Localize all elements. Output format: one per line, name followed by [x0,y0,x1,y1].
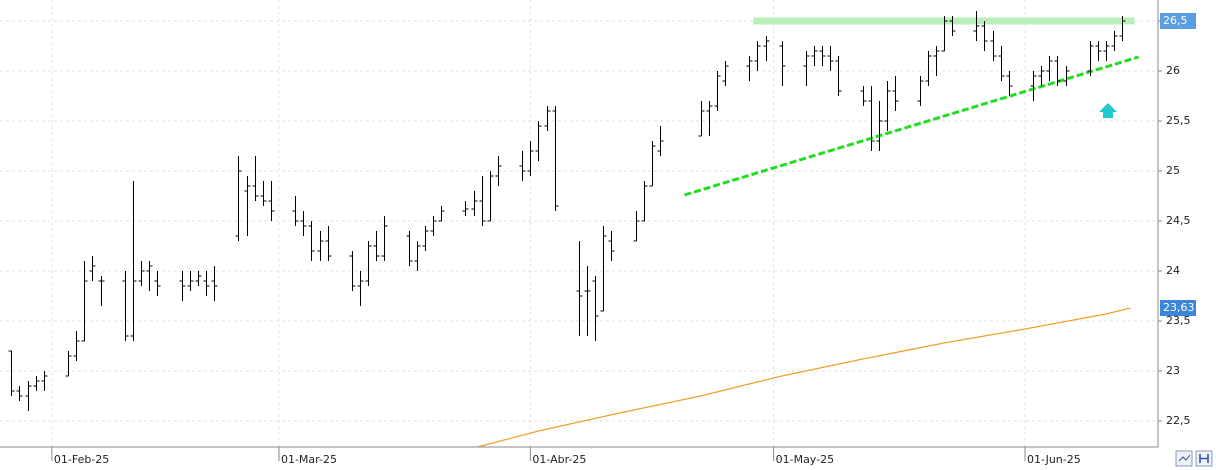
x-tick-label: 01-Mar-25 [281,453,337,466]
price-label: 23,63 [1163,301,1195,314]
y-tick-label: 24 [1166,264,1180,277]
price-label-box [1160,300,1196,316]
x-tick-label: 01-Jun-25 [1027,453,1081,466]
y-tick-label: 26 [1166,64,1180,77]
plot-area [8,11,1139,447]
price-label: 26,5 [1163,14,1188,27]
price-label-box [1160,13,1196,29]
y-tick-label: 24,5 [1166,214,1191,227]
x-tick-label: 01-Abr-25 [532,453,586,466]
y-tick-label: 22,5 [1166,414,1191,427]
y-tick-label: 23,5 [1166,314,1191,327]
toolbar-icons [1175,450,1213,467]
trend-line [683,55,1139,197]
x-tick-label: 01-Feb-25 [54,453,109,466]
x-tick-label: 01-May-25 [776,453,834,466]
y-tick-label: 25 [1166,164,1180,177]
moving-average [477,307,1131,447]
y-tick-label: 25,5 [1166,114,1191,127]
axes: 22,5 23 23,5 24 24,5 25 25,5 26 26,5 01-Feb-25 01-… [51,13,1196,466]
up-arrow-icon [1099,103,1117,118]
y-tick-label: 23 [1166,364,1180,377]
h-glyph [1199,454,1209,463]
zoom-glyph [1178,454,1191,462]
